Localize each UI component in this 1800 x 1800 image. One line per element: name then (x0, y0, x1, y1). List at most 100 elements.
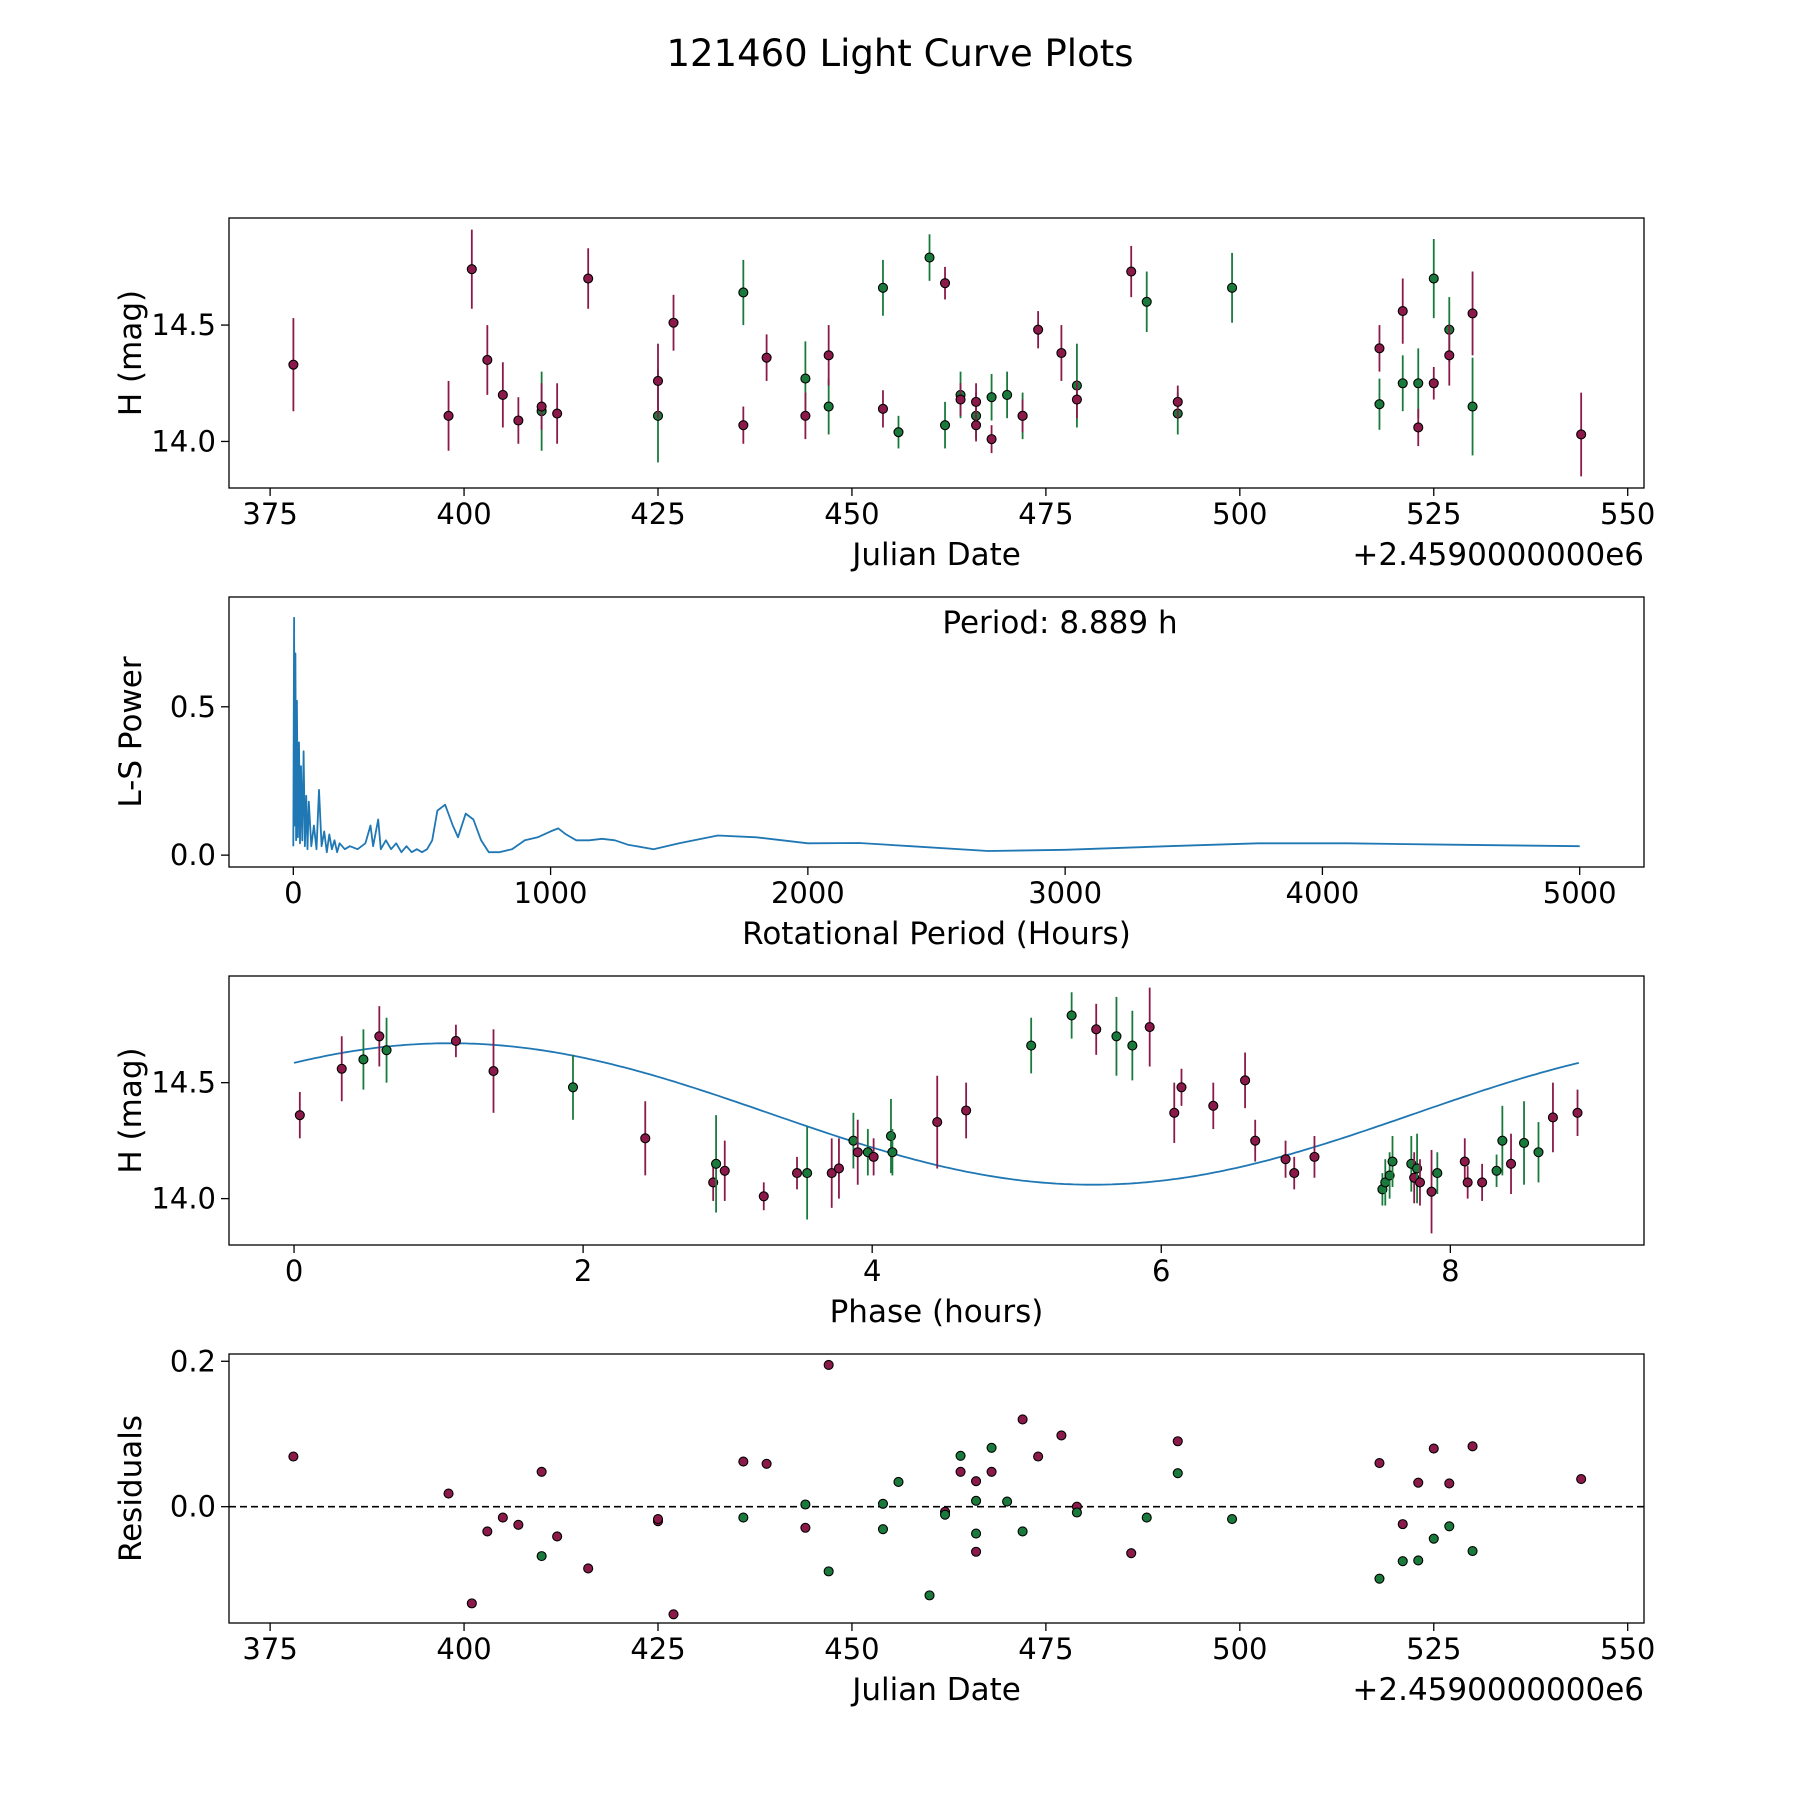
residuals-point (1141, 1512, 1152, 1523)
residuals-point (800, 1522, 811, 1533)
lightcurve-xtick-label: 525 (1406, 497, 1461, 531)
phased-point (1289, 1168, 1300, 1179)
periodogram-xlabel: Rotational Period (Hours) (742, 916, 1131, 952)
residuals-point (1576, 1473, 1587, 1485)
lightcurve-point (1002, 389, 1013, 400)
phased-point (802, 1168, 813, 1179)
residuals-point (877, 1524, 889, 1535)
phased-point (358, 1054, 369, 1065)
lightcurve-plot-area (288, 229, 1587, 477)
residuals-point (1428, 1533, 1439, 1544)
lightcurve-xtick-label: 475 (1018, 497, 1073, 531)
residuals-point (1017, 1526, 1028, 1537)
periodogram-plot-area (292, 616, 1580, 854)
phased-point (1497, 1135, 1508, 1146)
phased-xtick-label: 4 (863, 1254, 881, 1288)
lightcurve-offset-label: +2.4590000000e6 (1352, 537, 1644, 573)
lightcurve-frame (228, 217, 1645, 489)
lightcurve-point (1413, 422, 1424, 433)
phased-ytick-label: 14.5 (151, 1066, 216, 1100)
lightcurve-point (955, 394, 966, 405)
lightcurve-point (1017, 410, 1028, 421)
lightcurve-point (761, 352, 772, 363)
periodogram-xtick-label: 5000 (1543, 876, 1617, 910)
lightcurve-point (1413, 378, 1424, 389)
residuals-point (1467, 1441, 1478, 1452)
lightcurve-point (1397, 306, 1408, 317)
periodogram-xtick-label: 3000 (1028, 876, 1102, 910)
residuals-point (668, 1609, 679, 1620)
residuals-xtick-label: 475 (1018, 1632, 1073, 1666)
lightcurve-point (738, 420, 749, 431)
lightcurve-point (668, 317, 679, 328)
periodogram-ytick-label: 0.5 (170, 690, 216, 724)
phased-point (833, 1163, 844, 1174)
periodogram-xtick-label: 0 (284, 876, 302, 910)
residuals-point (1374, 1573, 1385, 1584)
residuals-point (955, 1450, 966, 1461)
phased-point (1208, 1100, 1219, 1111)
phased-point (1533, 1147, 1544, 1158)
phased-xtick-label: 0 (285, 1254, 303, 1288)
residuals-point (800, 1499, 811, 1510)
lightcurve-ylabel: H (mag) (113, 290, 149, 416)
residuals-point (971, 1476, 982, 1487)
phased-point (1426, 1186, 1437, 1197)
phased-point (336, 1063, 347, 1074)
lightcurve-point (1141, 296, 1152, 307)
phased-point (1491, 1165, 1502, 1176)
residuals-xtick-label: 550 (1600, 1632, 1655, 1666)
phased-point (488, 1066, 499, 1077)
lightcurve-point (652, 375, 664, 386)
lightcurve-point (1227, 282, 1238, 293)
lightcurve-point (986, 392, 997, 403)
residuals-point (536, 1466, 547, 1477)
lightcurve-point (466, 264, 477, 275)
lightcurve-point (482, 354, 493, 366)
residuals-point (1428, 1443, 1439, 1454)
residuals-point (877, 1498, 889, 1509)
lightcurve-point (823, 350, 834, 361)
phased-panel: 0 2 4 6 8 14.0 14.5 Phase (hours) H (mag) (113, 975, 1645, 1330)
lightcurve-point (1374, 343, 1385, 354)
phased-point (719, 1165, 730, 1176)
lightcurve-point (583, 273, 594, 284)
phased-point (1169, 1107, 1180, 1118)
phased-point (826, 1168, 837, 1179)
lightcurve-point (823, 401, 834, 412)
lightcurve-point (971, 420, 982, 431)
residuals-point (443, 1488, 454, 1499)
phased-point (1477, 1177, 1488, 1188)
lightcurve-xtick-label: 450 (824, 497, 879, 531)
residuals-plot-area (229, 1359, 1644, 1620)
lightcurve-xtick-label: 500 (1212, 497, 1267, 531)
residuals-point (536, 1551, 547, 1562)
phased-point (1176, 1082, 1187, 1093)
lightcurve-point (738, 287, 749, 298)
residuals-point (1056, 1430, 1067, 1441)
phased-point (567, 1082, 579, 1093)
lightcurve-point (536, 401, 547, 412)
lightcurve-panel: 375 400 425 450 475 500 525 550 14.0 14.5 Julian D… (113, 217, 1655, 573)
residuals-point (1467, 1545, 1478, 1557)
phased-point (885, 1130, 897, 1142)
phased-ylabel: H (mag) (113, 1047, 149, 1173)
residuals-point (1126, 1548, 1137, 1559)
lightcurve-point (800, 410, 811, 421)
residuals-point (986, 1442, 997, 1453)
periodogram-series-line (292, 616, 1580, 854)
lightcurve-point (1397, 378, 1408, 389)
residuals-point (1444, 1478, 1455, 1489)
lightcurve-point (893, 427, 904, 438)
residuals-point (652, 1513, 664, 1525)
phased-point (1518, 1137, 1530, 1149)
residuals-point (482, 1526, 493, 1537)
residuals-point (738, 1456, 749, 1467)
lightcurve-point (939, 420, 951, 431)
lightcurve-point (971, 396, 982, 407)
phased-point (1505, 1158, 1517, 1169)
lightcurve-point (552, 408, 563, 419)
